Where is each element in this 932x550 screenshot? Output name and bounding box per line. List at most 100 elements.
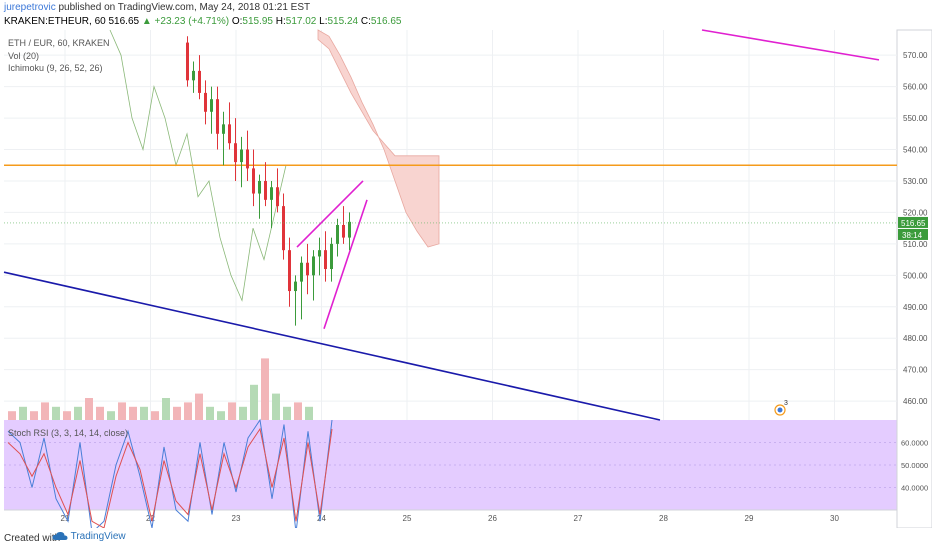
volume-bar: [294, 402, 302, 420]
volume-bar: [173, 406, 181, 420]
low-value: 515.24: [327, 16, 359, 27]
time-tick-label: 30: [830, 514, 839, 523]
price-tick-label: 570.00: [903, 51, 928, 60]
tradingview-link[interactable]: TradingView: [52, 531, 126, 542]
candle-body: [246, 149, 249, 169]
volume-bar: [184, 402, 192, 420]
volume-bar: [52, 406, 60, 420]
volume-bar: [151, 411, 159, 420]
author-link[interactable]: jurepetrovic: [4, 2, 56, 13]
candle-body: [318, 250, 321, 257]
created-with-label: Created with: [4, 533, 61, 544]
volume-bar: [118, 402, 126, 420]
trendline-magenta-top: [701, 29, 880, 61]
candle-body: [348, 221, 351, 238]
volume-bar: [63, 411, 71, 420]
volume-bar: [305, 406, 313, 420]
up-arrow-icon: ▲: [141, 16, 152, 27]
time-tick-label: 22: [146, 514, 155, 523]
tradingview-cloud-icon: [52, 532, 68, 541]
price-tick-label: 490.00: [903, 303, 928, 312]
publish-info: jurepetrovic published on TradingView.co…: [4, 2, 310, 13]
volume-bar: [85, 398, 93, 420]
legend-ichimoku[interactable]: Ichimoku (9, 26, 52, 26): [8, 63, 103, 73]
volume-bar: [228, 402, 236, 420]
candle-body: [330, 243, 333, 270]
time-tick-label: 25: [403, 514, 412, 523]
candle-body: [264, 180, 267, 200]
candle-body: [252, 168, 255, 194]
high-label: H:: [275, 16, 286, 27]
close-label: C:: [360, 16, 371, 27]
volume-bar: [283, 406, 291, 420]
price-tick-label: 560.00: [903, 83, 928, 92]
candle-body: [210, 99, 213, 112]
candle-body: [306, 262, 309, 276]
countdown-tag: [898, 228, 928, 240]
trendline-blue: [3, 271, 661, 421]
candle-body: [270, 187, 273, 200]
volume-bar: [217, 411, 225, 420]
candle-body: [198, 70, 201, 93]
candle-body: [222, 124, 225, 134]
volume-bar: [129, 406, 137, 420]
volume-bar: [195, 393, 203, 420]
last-price-tag: [898, 216, 928, 228]
price-tick-label: 470.00: [903, 366, 928, 375]
price-pane: [4, 30, 897, 420]
time-tick-label: 28: [659, 514, 668, 523]
price-tick-label: 540.00: [903, 146, 928, 155]
volume-bar: [96, 406, 104, 420]
event-badge-dot: [777, 407, 783, 413]
ichimoku-cloud: [317, 29, 440, 248]
volume-bar: [30, 411, 38, 420]
candle-body: [192, 70, 195, 81]
candle-body: [258, 180, 261, 194]
price-tick-label: 550.00: [903, 114, 928, 123]
volume-bar: [107, 411, 115, 420]
candle-body: [300, 262, 303, 282]
volume-bar: [250, 384, 258, 420]
volume-bar: [239, 406, 247, 420]
candle-body: [204, 92, 207, 112]
price-tick-label: 480.00: [903, 334, 928, 343]
price-tick-label: 520.00: [903, 208, 928, 217]
candle-body: [288, 250, 291, 292]
stoch-d-line: [7, 427, 333, 529]
volume-bar: [74, 406, 82, 420]
footer: Created with TradingView: [0, 528, 932, 550]
publish-date: published on TradingView.com, May 24, 20…: [58, 2, 311, 13]
tradingview-brand: TradingView: [70, 531, 126, 542]
price-tick-label: 530.00: [903, 177, 928, 186]
high-value: 517.02: [285, 16, 317, 27]
legend-stoch-rsi[interactable]: Stoch RSI (3, 3, 14, 14, close): [8, 428, 129, 438]
ohlc-header: KRAKEN:ETHEUR, 60 516.65 ▲ +23.23 (+4.71…: [4, 16, 401, 27]
stoch-tick-label: 50.0000: [901, 461, 928, 470]
stoch-tick-label: 40.0000: [901, 484, 928, 493]
time-tick-label: 27: [574, 514, 583, 523]
candle-body: [294, 281, 297, 292]
countdown-value: 38:14: [902, 231, 923, 240]
legend-title[interactable]: ETH / EUR, 60, KRAKEN: [8, 38, 110, 48]
symbol-label: KRAKEN:ETHEUR, 60: [4, 16, 106, 27]
volume-bar: [41, 402, 49, 420]
legend-volume[interactable]: Vol (20): [8, 51, 40, 61]
volume-bar: [8, 411, 16, 420]
close-value: 516.65: [370, 16, 402, 27]
time-tick-label: 29: [745, 514, 754, 523]
candle-body: [276, 187, 279, 207]
candle-body: [216, 99, 219, 134]
candle-body: [234, 143, 237, 163]
candle-body: [324, 250, 327, 270]
time-tick-label: 23: [232, 514, 241, 523]
time-tick-label: 21: [61, 514, 70, 523]
candle-body: [336, 225, 339, 244]
ichimoku-lagging-line: [109, 29, 287, 302]
wedge-upper-line: [296, 180, 364, 248]
last-price: 516.65: [108, 16, 140, 27]
candle-body: [342, 225, 345, 238]
price-change: +23.23 (+4.71%): [154, 16, 230, 27]
candle-body: [240, 149, 243, 163]
price-tick-label: 510.00: [903, 240, 928, 249]
